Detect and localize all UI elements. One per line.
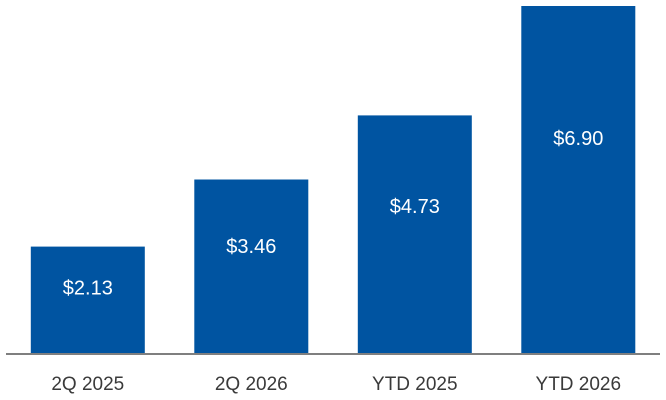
data-label-3: $4.73 bbox=[390, 196, 440, 218]
x-tick-label-2: 2Q 2026 bbox=[215, 374, 288, 395]
bars-layer: $2.13 $3.46 $4.73 $6.90 bbox=[30, 6, 636, 355]
data-label-1: $2.13 bbox=[63, 277, 113, 299]
bar-2 bbox=[194, 179, 309, 354]
x-axis-ticks: 2Q 2025 2Q 2026 YTD 2025 YTD 2026 bbox=[51, 374, 621, 395]
data-label-4: $6.90 bbox=[553, 128, 603, 150]
bar-1 bbox=[30, 246, 145, 354]
x-tick-label-1: 2Q 2025 bbox=[51, 374, 124, 395]
x-tick-label-4: YTD 2026 bbox=[536, 374, 622, 395]
data-label-2: $3.46 bbox=[226, 236, 276, 258]
bar-3 bbox=[357, 115, 472, 355]
bar-4 bbox=[521, 6, 636, 354]
x-tick-label-3: YTD 2025 bbox=[372, 374, 458, 395]
